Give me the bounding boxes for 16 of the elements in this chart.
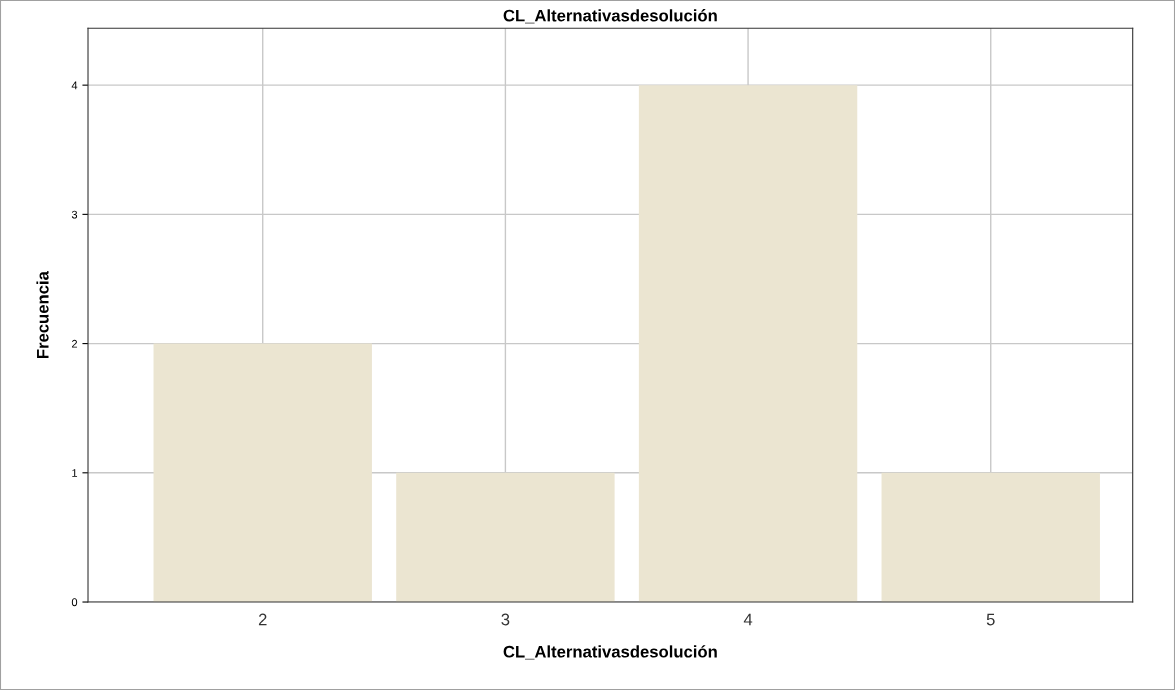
bar — [881, 472, 1100, 603]
y-tick-label: 0 — [71, 598, 78, 607]
y-tick-label: 3 — [71, 210, 78, 219]
bar — [396, 472, 615, 603]
x-tick-label: 4 — [743, 613, 753, 626]
y-axis-title: Frecuencia — [36, 271, 49, 359]
bar — [153, 343, 372, 603]
y-tick-label: 2 — [71, 339, 78, 348]
x-axis-title: CL_Alternativasdesolución — [503, 645, 717, 660]
x-tick-label: 5 — [986, 613, 995, 626]
chart-title: CL_Alternativasdesolución — [503, 9, 717, 24]
y-tick-label: 4 — [71, 81, 78, 90]
x-tick-label: 2 — [258, 613, 267, 626]
bar — [638, 85, 858, 603]
x-tick-label: 3 — [501, 613, 510, 626]
y-tick-label: 1 — [72, 469, 78, 477]
